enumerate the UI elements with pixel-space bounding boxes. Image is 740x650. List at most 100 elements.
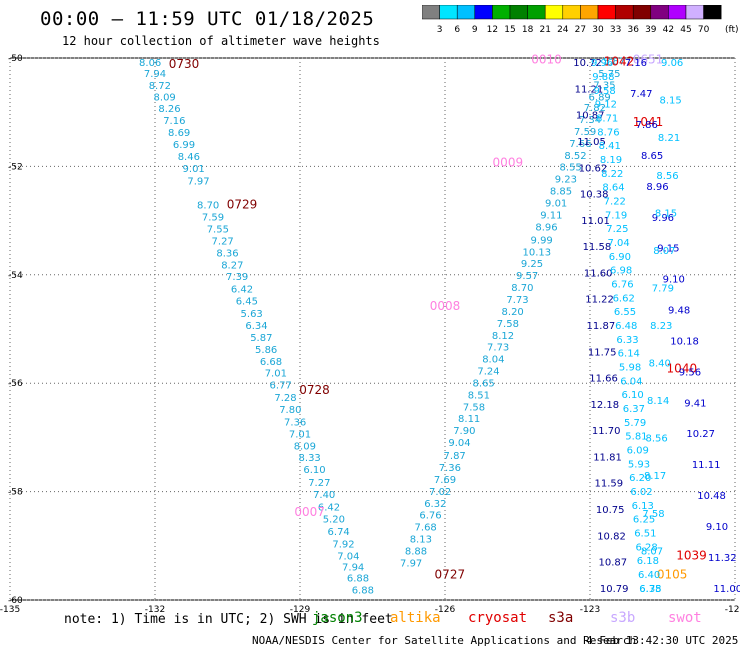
wave-height-point: 7.73 (487, 343, 509, 354)
wave-height-point: 6.68 (260, 357, 282, 368)
wave-height-point: 7.24 (477, 367, 499, 378)
wave-height-point: 6.33 (616, 335, 638, 346)
legend-item-altika: altika (390, 610, 441, 626)
colorbar-tick-label: 6 (454, 25, 460, 35)
y-tick-label: -52 (8, 162, 23, 172)
wave-height-point: 7.19 (605, 210, 627, 221)
wave-height-point: 8.96 (646, 182, 668, 193)
wave-height-point: 6.13 (632, 501, 654, 512)
generation-timestamp: 4 Feb 13:42:30 UTC 2025 (586, 634, 739, 647)
wave-height-point: 11.21 (575, 84, 604, 95)
wave-height-point: 5.75 (598, 69, 620, 80)
pass-time-label: 1042 (604, 55, 635, 69)
wave-height-point: 7.36 (439, 463, 461, 474)
wave-height-point: 10.87 (599, 558, 628, 569)
wave-height-point: 8.06 (139, 58, 161, 69)
wave-height-point: 7.59 (202, 213, 224, 224)
wave-height-point: 8.21 (658, 133, 680, 144)
pass-time-label: 1040 (667, 361, 698, 375)
wave-height-point: 8.12 (492, 331, 514, 342)
wave-height-point: 11.87 (587, 321, 616, 332)
wave-height-point: 7.27 (308, 478, 330, 489)
legend-item-cryosat: cryosat (468, 610, 528, 626)
wave-height-point: 9.25 (521, 259, 543, 270)
wave-height-point: 6.42 (318, 503, 340, 514)
wave-height-point: 8.85 (550, 187, 572, 198)
wave-height-point: 9.11 (540, 210, 562, 221)
wave-height-point: 6.04 (620, 376, 642, 387)
pass-time-label: 0729 (227, 198, 258, 212)
wave-height-point: 6.55 (614, 307, 636, 318)
wave-height-point: 8.64 (602, 183, 624, 194)
wave-height-point: 8.72 (149, 81, 171, 92)
wave-height-point: 9.15 (657, 244, 679, 255)
wave-height-point: 9.48 (668, 306, 690, 317)
colorbar-tick-label: 27 (575, 25, 586, 35)
wave-height-point: 7.90 (453, 426, 475, 437)
wave-height-point: 9.99 (531, 235, 553, 246)
wave-height-point: 7.92 (332, 539, 354, 550)
wave-height-point: 11.58 (583, 242, 612, 253)
pass-time-label: 0105 (657, 567, 688, 581)
wave-height-point: 8.70 (511, 283, 533, 294)
wave-height-point: 6.88 (352, 585, 374, 596)
wave-height-point: 6.20 (629, 473, 651, 484)
wave-height-point: 6.09 (627, 446, 649, 457)
wave-height-point: 7.79 (652, 283, 674, 294)
wave-height-point: 9.12 (595, 100, 617, 111)
x-tick-label: -132 (145, 605, 165, 615)
wave-height-point: 5.93 (628, 459, 650, 470)
wave-height-point: 10.38 (580, 190, 609, 201)
wave-height-point: 8.15 (659, 96, 681, 107)
wave-height-point: 7.97 (400, 558, 422, 569)
colorbar-tick-label: 42 (663, 25, 674, 35)
wave-height-point: 7.25 (606, 224, 628, 235)
legend-item-s3a: s3a (548, 610, 574, 626)
wave-height-point: 6.14 (618, 349, 640, 360)
colorbar: 3 6 9 12 15 18 21 24 27 30 33 36 39 42 45 70 (ft) (422, 5, 739, 35)
wave-height-point: 11.32 (708, 553, 737, 564)
colorbar-tick-label: 12 (487, 25, 498, 35)
wave-height-point: 7.58 (497, 319, 519, 330)
wave-height-point: 8.22 (601, 169, 623, 180)
wave-height-point: 9.06 (661, 58, 683, 69)
wave-height-point: 6.76 (611, 279, 633, 290)
wave-height-point: 7.68 (415, 523, 437, 534)
pass-time-label: 0007 (294, 505, 325, 519)
wave-height-point: 7.55 (207, 225, 229, 236)
y-tick-label: -56 (8, 379, 23, 389)
colorbar-unit: (ft) (725, 25, 739, 35)
wave-height-point: 11.75 (588, 347, 617, 358)
chart-title: 00:00 – 11:59 UTC 01/18/2025 (40, 8, 375, 30)
wave-height-point: 7.28 (274, 393, 296, 404)
wave-height-point: 7.69 (434, 475, 456, 486)
wave-height-point: 9.10 (663, 275, 685, 286)
credit-line: NOAA/NESDIS Center for Satellite Applica… (252, 634, 637, 647)
wave-height-point: 9.01 (545, 199, 567, 210)
pass-time-label: 0008 (430, 299, 461, 313)
pass-time-label: 0010 (531, 52, 562, 66)
wave-height-point: 8.65 (641, 151, 663, 162)
wave-height-point: 8.41 (599, 141, 621, 152)
pass-time-label: 0730 (169, 57, 200, 71)
wave-height-point: 8.09 (154, 92, 176, 103)
wave-height-point: 6.32 (424, 499, 446, 510)
wave-height-point: 10.79 (600, 584, 629, 595)
wave-height-point: 7.82 (584, 103, 606, 114)
wave-height-point: 7.36 (284, 417, 306, 428)
wave-height-point: 8.56 (645, 434, 667, 445)
wave-height-point: 7.58 (642, 509, 664, 520)
pass-time-label: 0651 (633, 52, 664, 66)
wave-height-point: 5.63 (241, 309, 263, 320)
wave-height-point: 8.27 (221, 260, 243, 271)
wave-height-point: 9.58 (593, 86, 615, 97)
wave-height-point: 5.81 (625, 432, 647, 443)
wave-height-point: 7.35 (593, 80, 615, 91)
wave-height-point: 10.27 (686, 429, 715, 440)
wave-height-point: 8.04 (482, 355, 504, 366)
wave-height-point: 5.79 (624, 418, 646, 429)
wave-height-point: 6.99 (173, 140, 195, 151)
wave-height-point: 8.14 (647, 396, 669, 407)
wave-height-point: 5.87 (250, 333, 272, 344)
wave-height-point: 7.04 (607, 238, 629, 249)
